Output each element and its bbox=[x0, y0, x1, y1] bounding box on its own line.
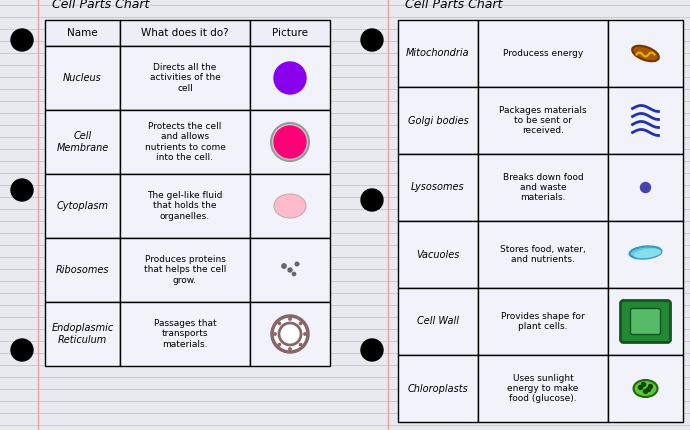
Bar bbox=[398, 20, 478, 87]
Circle shape bbox=[361, 339, 383, 361]
Ellipse shape bbox=[629, 246, 662, 258]
Bar bbox=[45, 20, 120, 46]
Circle shape bbox=[649, 384, 653, 388]
Bar bbox=[398, 87, 478, 154]
Bar bbox=[250, 46, 330, 110]
Text: Provides shape for
plant cells.: Provides shape for plant cells. bbox=[501, 312, 585, 331]
Bar bbox=[478, 355, 608, 422]
Text: What does it do?: What does it do? bbox=[141, 28, 229, 38]
Bar bbox=[398, 154, 478, 221]
Circle shape bbox=[11, 179, 33, 201]
Text: Cell Parts Chart: Cell Parts Chart bbox=[52, 0, 149, 11]
Circle shape bbox=[274, 126, 306, 158]
Circle shape bbox=[271, 123, 309, 161]
Text: Ribosomes: Ribosomes bbox=[56, 265, 109, 275]
Bar bbox=[250, 110, 330, 174]
Bar bbox=[250, 20, 330, 46]
Bar bbox=[608, 20, 683, 87]
Circle shape bbox=[295, 262, 299, 266]
Circle shape bbox=[638, 386, 642, 390]
Bar bbox=[608, 221, 683, 288]
Ellipse shape bbox=[633, 249, 662, 258]
Circle shape bbox=[644, 390, 647, 393]
Text: Produces proteins
that helps the cell
grow.: Produces proteins that helps the cell gr… bbox=[144, 255, 226, 285]
Circle shape bbox=[289, 348, 291, 350]
Bar bbox=[250, 238, 330, 302]
Bar bbox=[120, 20, 250, 46]
Text: Endoplasmic
Reticulum: Endoplasmic Reticulum bbox=[51, 323, 114, 345]
Text: Uses sunlight
energy to make
food (glucose).: Uses sunlight energy to make food (gluco… bbox=[507, 374, 579, 403]
Bar bbox=[608, 355, 683, 422]
Bar bbox=[250, 174, 330, 238]
Text: Packages materials
to be sent or
received.: Packages materials to be sent or receive… bbox=[499, 106, 586, 135]
Circle shape bbox=[282, 264, 286, 268]
Ellipse shape bbox=[279, 323, 301, 345]
Text: Golgi bodies: Golgi bodies bbox=[408, 116, 469, 126]
Circle shape bbox=[278, 322, 281, 325]
Bar bbox=[398, 355, 478, 422]
Text: Mitochondria: Mitochondria bbox=[406, 49, 470, 58]
Text: Passages that
transports
materials.: Passages that transports materials. bbox=[154, 319, 216, 349]
Text: Directs all the
activities of the
cell: Directs all the activities of the cell bbox=[150, 63, 220, 93]
Circle shape bbox=[274, 333, 276, 335]
Bar bbox=[120, 174, 250, 238]
Circle shape bbox=[288, 268, 292, 272]
Ellipse shape bbox=[632, 46, 659, 61]
Bar bbox=[608, 288, 683, 355]
Bar bbox=[478, 20, 608, 87]
Bar bbox=[120, 302, 250, 366]
Circle shape bbox=[293, 272, 295, 276]
Ellipse shape bbox=[274, 194, 306, 218]
Ellipse shape bbox=[272, 316, 308, 352]
Bar bbox=[120, 110, 250, 174]
Bar bbox=[45, 46, 120, 110]
Text: Breaks down food
and waste
materials.: Breaks down food and waste materials. bbox=[502, 172, 583, 203]
Circle shape bbox=[642, 383, 646, 387]
Bar bbox=[45, 174, 120, 238]
Text: Stores food, water,
and nutrients.: Stores food, water, and nutrients. bbox=[500, 245, 586, 264]
Text: Picture: Picture bbox=[272, 28, 308, 38]
Text: Cell Wall: Cell Wall bbox=[417, 316, 459, 326]
Text: Lysosomes: Lysosomes bbox=[411, 182, 465, 193]
Bar bbox=[398, 221, 478, 288]
Text: The gel-like fluid
that holds the
organelles.: The gel-like fluid that holds the organe… bbox=[147, 191, 223, 221]
FancyBboxPatch shape bbox=[620, 301, 671, 343]
Circle shape bbox=[299, 344, 302, 346]
Text: Vacuoles: Vacuoles bbox=[416, 249, 460, 259]
Text: Cell
Membrane: Cell Membrane bbox=[57, 131, 108, 153]
Bar bbox=[608, 87, 683, 154]
Text: Name: Name bbox=[67, 28, 98, 38]
Circle shape bbox=[289, 318, 291, 320]
Circle shape bbox=[299, 322, 302, 325]
Text: Producess energy: Producess energy bbox=[503, 49, 583, 58]
Bar bbox=[45, 238, 120, 302]
Circle shape bbox=[361, 189, 383, 211]
Circle shape bbox=[647, 387, 651, 391]
Text: Chloroplasts: Chloroplasts bbox=[408, 384, 469, 393]
Circle shape bbox=[274, 62, 306, 94]
FancyBboxPatch shape bbox=[631, 308, 660, 335]
Ellipse shape bbox=[633, 380, 658, 397]
Circle shape bbox=[304, 333, 306, 335]
Circle shape bbox=[11, 339, 33, 361]
Text: Cytoplasm: Cytoplasm bbox=[57, 201, 108, 211]
Bar bbox=[120, 238, 250, 302]
Bar bbox=[478, 221, 608, 288]
Circle shape bbox=[11, 29, 33, 51]
Bar bbox=[608, 154, 683, 221]
Bar bbox=[478, 154, 608, 221]
Text: Nucleus: Nucleus bbox=[63, 73, 102, 83]
Bar bbox=[45, 110, 120, 174]
Bar bbox=[45, 302, 120, 366]
Bar bbox=[120, 46, 250, 110]
Text: Protects the cell
and allows
nutrients to come
into the cell.: Protects the cell and allows nutrients t… bbox=[145, 122, 226, 162]
Circle shape bbox=[640, 182, 651, 193]
Circle shape bbox=[361, 29, 383, 51]
Bar bbox=[250, 302, 330, 366]
Bar bbox=[478, 288, 608, 355]
Text: Cell Parts Chart: Cell Parts Chart bbox=[405, 0, 502, 11]
Circle shape bbox=[278, 344, 281, 346]
Bar bbox=[398, 288, 478, 355]
Bar bbox=[478, 87, 608, 154]
